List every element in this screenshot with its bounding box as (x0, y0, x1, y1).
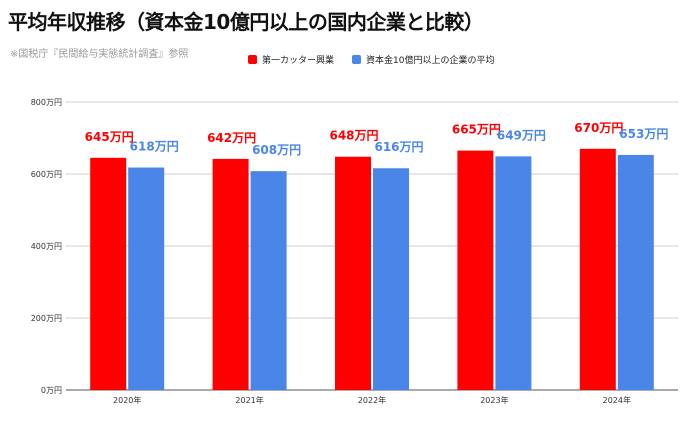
bar-average (250, 171, 287, 390)
legend-label-average: 資本金10億円以上の企業の平均 (366, 56, 495, 66)
data-label: 670万円 (574, 121, 623, 135)
legend: 第一カッター興業 資本金10億円以上の企業の平均 (248, 53, 494, 66)
bar-average (373, 168, 409, 390)
legend-item-average: 資本金10億円以上の企業の平均 (352, 53, 494, 66)
legend-swatch-company (248, 55, 257, 64)
bar-company (335, 156, 371, 390)
data-label: 665万円 (452, 123, 501, 137)
y-tick-label: 400万円 (31, 242, 62, 251)
bar-average (495, 156, 532, 390)
bar-company (90, 157, 127, 390)
data-label: 608万円 (252, 143, 301, 157)
legend-swatch-average (352, 55, 362, 64)
bar-company (457, 150, 494, 390)
bar-average (617, 154, 654, 390)
x-tick-label: 2022年 (358, 395, 386, 405)
x-tick-label: 2020年 (113, 395, 141, 405)
bar-company (212, 158, 249, 390)
data-label: 616万円 (374, 140, 423, 154)
data-label: 648万円 (329, 129, 378, 143)
data-label: 649万円 (497, 128, 546, 142)
y-tick-label: 600万円 (31, 170, 62, 179)
x-tick-label: 2021年 (235, 395, 263, 405)
y-tick-label: 800万円 (31, 98, 62, 107)
chart-title: 平均年収推移（資本金10億円以上の国内企業と比較） (8, 10, 484, 34)
source-note: ※国税庁『民間給与実態統計調査』参照 (10, 49, 189, 60)
data-label: 645万円 (85, 130, 134, 144)
bar-average (128, 167, 165, 390)
x-tick-label: 2023年 (480, 395, 508, 405)
legend-label-company: 第一カッター興業 (262, 56, 335, 66)
y-tick-label: 0万円 (41, 386, 62, 395)
x-tick-label: 2024年 (603, 395, 631, 405)
data-label: 642万円 (207, 131, 256, 145)
legend-item-company: 第一カッター興業 (248, 53, 334, 66)
data-label: 653万円 (619, 127, 668, 141)
bar-company (579, 148, 616, 390)
data-label: 618万円 (130, 140, 179, 154)
y-tick-label: 200万円 (31, 314, 62, 323)
